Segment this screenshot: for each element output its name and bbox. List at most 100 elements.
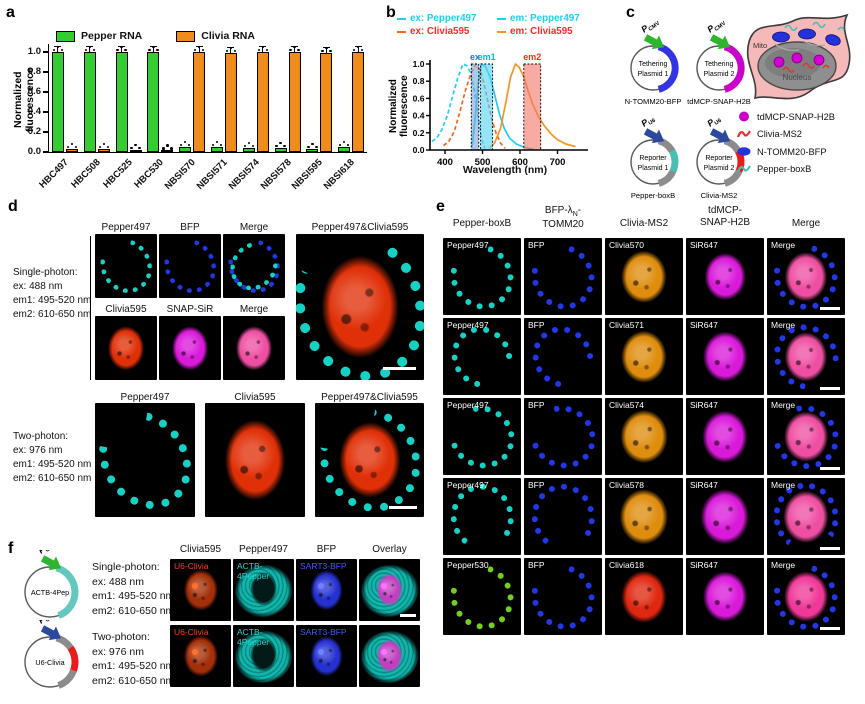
single-photon-title: Single-photon: — [13, 267, 78, 278]
data-dot — [88, 45, 92, 49]
e-image-r1c2: BFP — [524, 238, 602, 315]
mitochondrion-icon — [825, 34, 841, 46]
e-image-r1c4: SiR647 — [686, 238, 764, 315]
scale-bar — [383, 366, 417, 370]
nucleus — [784, 331, 828, 382]
nucleus — [321, 255, 399, 359]
nucleus — [108, 326, 144, 370]
e-image-r4c3: Clivia578 — [605, 478, 683, 555]
image-label: U6-Clivia — [174, 627, 209, 637]
image-label: SiR647 — [690, 480, 718, 490]
bright-dot — [191, 648, 198, 655]
x-cat-label: HBC497 — [37, 157, 71, 191]
image-label: Pepper497 — [447, 320, 489, 330]
y-tick-label: 1.0 — [413, 59, 425, 69]
data-dot — [233, 49, 237, 53]
nucleus — [621, 250, 667, 303]
e-column-header-line: BFP-λN- — [544, 205, 582, 218]
image-label: Merge — [771, 560, 796, 570]
error-bar — [357, 47, 359, 52]
squiggle-icon — [737, 164, 751, 172]
d-top-image — [223, 234, 285, 298]
band-label-ex: ex — [470, 52, 480, 62]
bar-pepper — [306, 149, 319, 152]
y-tick-label: 0.6 — [413, 93, 425, 103]
plasmid-name: Tethering — [639, 61, 668, 68]
error-bar — [120, 47, 123, 52]
x-tick-label: 700 — [550, 157, 566, 168]
data-dot — [197, 45, 201, 49]
plasmid-name: Tethering — [705, 61, 734, 68]
bar-chart-y-axis-title: Normalized fluorescence — [12, 67, 36, 133]
data-dot — [170, 147, 173, 150]
d-bottom-image — [95, 403, 195, 517]
column-header: Pepper497 — [101, 222, 151, 233]
e-image-r4c1: Pepper497 — [443, 478, 521, 555]
cartoon-legend-item: Pepper-boxB — [737, 163, 835, 176]
data-dot — [289, 48, 292, 52]
image-label: SiR647 — [690, 320, 718, 330]
plasmid-name: Reporter — [705, 155, 733, 162]
y-tick-label: 0.4 — [27, 106, 41, 117]
bar-pepper — [274, 148, 287, 152]
promoter-sub: CMV — [648, 20, 662, 32]
f-setting-line: Single-photon: — [92, 561, 160, 573]
legend-item: Clivia RNA — [176, 30, 255, 42]
data-dot — [193, 48, 197, 52]
nucleus-label: Nucleus — [783, 73, 812, 82]
panel-d-label: d — [8, 198, 18, 215]
data-dot — [84, 48, 88, 52]
promoter-label: PCMV — [639, 16, 661, 37]
mito-ring — [159, 234, 221, 298]
data-dot — [166, 144, 169, 147]
spectra-legend-item: em: Pepper497 — [497, 13, 601, 24]
column-header: BFP — [180, 222, 200, 233]
image-label: ACTB-4Pepper — [237, 627, 270, 647]
image-label: Pepper497 — [447, 240, 489, 250]
image-label: Clivia574 — [609, 400, 644, 410]
bar-pepper — [51, 52, 64, 152]
promoter-sub: U6 — [648, 118, 657, 127]
nucleus-shading — [765, 48, 821, 78]
e-image-r3c5: Merge — [767, 398, 845, 475]
promoter-arrow-shape — [40, 625, 62, 641]
bright-dot — [191, 582, 198, 589]
bright-dot — [317, 582, 324, 589]
data-dot — [162, 147, 165, 150]
promoter-arrow — [643, 128, 665, 144]
cartoon-legend-item: N-TOMM20-BFP — [737, 145, 835, 158]
x-cat-label: NBSI595 — [290, 157, 326, 193]
image-label: U6-Clivia — [174, 561, 209, 571]
y-tick-label: 0.6 — [27, 86, 41, 97]
scale-bar — [389, 506, 418, 510]
legend-dash — [497, 17, 506, 20]
data-dot — [219, 143, 223, 147]
promoter-arrow — [709, 128, 731, 144]
bar-pepper — [242, 148, 255, 152]
e-image-r2c2: BFP — [524, 318, 602, 395]
bar-clivia — [97, 149, 110, 152]
spectra-legend-item: ex: Pepper497 — [397, 13, 497, 24]
promoter-arrow — [40, 625, 62, 641]
f-column-header: BFP — [316, 544, 337, 555]
bar-clivia — [320, 53, 333, 152]
x-tick-label: 500 — [475, 157, 491, 168]
data-dot — [92, 48, 96, 52]
promoter-label: PU6 — [705, 113, 723, 130]
image-label: Merge — [771, 400, 796, 410]
data-dot — [156, 48, 159, 52]
bar-pepper — [338, 147, 351, 152]
tdmcp-snap-h2b-icon — [791, 52, 803, 64]
error-bar — [57, 47, 59, 52]
bar-clivia — [129, 150, 142, 152]
image-label: Clivia578 — [609, 480, 644, 490]
data-dot — [311, 142, 314, 146]
x-tick-label: 400 — [437, 157, 453, 168]
bright-dot — [380, 648, 387, 655]
y-tick — [43, 111, 49, 113]
e-image-r5c1: Pepper530 — [443, 558, 521, 635]
plasmid-name: Plasmid 2 — [704, 71, 735, 78]
e-column-header-line: Pepper-boxB — [452, 218, 512, 229]
cartoon-legend-label: N-TOMM20-BFP — [757, 146, 827, 157]
